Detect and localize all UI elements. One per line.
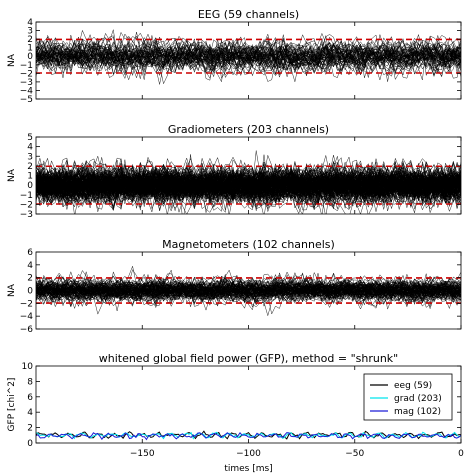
- y-tick-label: 4: [27, 408, 33, 418]
- y-tick-label: 2: [27, 35, 33, 45]
- channel-trace: [36, 34, 461, 76]
- panel-3: whitened global field power (GFP), metho…: [7, 352, 464, 474]
- x-tick-label: −150: [130, 449, 155, 459]
- x-axis-label: times [ms]: [224, 464, 272, 474]
- channel-trace: [36, 166, 461, 211]
- plot-area: [36, 265, 461, 317]
- plot-area: [36, 150, 461, 214]
- channel-trace: [36, 275, 461, 302]
- y-tick-label: 4: [27, 143, 33, 153]
- x-tick-label: −100: [236, 449, 261, 459]
- y-tick-label: 8: [27, 377, 33, 387]
- gfp-series-line: [36, 430, 461, 440]
- channel-trace: [36, 168, 461, 210]
- channel-trace: [36, 41, 461, 66]
- channel-trace: [36, 157, 461, 208]
- panel-title: EEG (59 channels): [198, 8, 299, 21]
- y-tick-label: 4: [27, 18, 33, 28]
- panel-title: whitened global field power (GFP), metho…: [99, 352, 399, 365]
- y-tick-label: 6: [27, 393, 33, 403]
- channel-trace: [36, 44, 461, 72]
- y-tick-label: 10: [22, 362, 34, 372]
- y-tick-label: −1: [20, 191, 33, 201]
- panel-title: Gradiometers (203 channels): [168, 123, 329, 136]
- legend-label: grad (203): [394, 394, 442, 404]
- gfp-series-line: [36, 431, 461, 441]
- channel-trace: [36, 162, 461, 210]
- y-tick-label: 1: [27, 44, 33, 54]
- legend-box: [363, 373, 453, 421]
- y-tick-label: −2: [20, 299, 33, 309]
- channel-trace: [36, 41, 461, 74]
- channel-trace: [36, 276, 461, 307]
- channel-trace: [36, 171, 461, 203]
- y-tick-label: 2: [27, 274, 33, 284]
- y-tick-label: 3: [27, 152, 33, 162]
- x-tick-label: 0: [458, 449, 464, 459]
- channel-trace: [36, 273, 461, 307]
- y-tick-label: 5: [27, 133, 33, 143]
- legend-label: eeg (59): [394, 381, 432, 391]
- y-tick-label: −6: [20, 325, 34, 335]
- channel-trace: [36, 32, 461, 78]
- y-tick-label: 0: [27, 287, 33, 297]
- y-tick-label: 0: [27, 439, 33, 449]
- y-tick-label: −5: [20, 95, 33, 105]
- plot-area: [36, 29, 461, 85]
- channel-trace: [36, 33, 461, 70]
- y-tick-label: 4: [27, 261, 33, 271]
- y-tick-label: −2: [20, 200, 33, 210]
- channel-trace: [36, 282, 461, 299]
- y-tick-label: 1: [27, 172, 33, 182]
- y-tick-label: −4: [20, 312, 34, 322]
- y-axis-label: NA: [7, 53, 17, 67]
- y-tick-label: 2: [27, 162, 33, 172]
- panel-2: Magnetometers (102 channels) −6 −4 −2 0 2 4 6 NA: [7, 238, 462, 335]
- y-tick-label: 0: [27, 52, 33, 62]
- y-tick-label: 3: [27, 27, 33, 37]
- channel-trace: [36, 31, 461, 80]
- y-axis-label: NA: [7, 283, 17, 297]
- y-tick-label: 6: [27, 248, 33, 258]
- channel-trace: [36, 275, 461, 307]
- legend: eeg (59) grad (203) mag (102): [363, 373, 453, 421]
- channel-trace: [36, 279, 461, 300]
- y-tick-label: −1: [20, 61, 33, 71]
- y-tick-label: −4: [20, 86, 34, 96]
- y-tick-label: −3: [20, 78, 33, 88]
- legend-label: mag (102): [394, 407, 441, 417]
- y-axis-label: NA: [7, 168, 17, 182]
- channel-trace: [36, 166, 461, 202]
- channel-trace: [36, 275, 461, 303]
- channel-trace: [36, 36, 461, 72]
- panel-title: Magnetometers (102 channels): [162, 238, 335, 251]
- channel-trace: [36, 273, 461, 310]
- y-tick-label: −2: [20, 69, 33, 79]
- y-tick-label: 0: [27, 181, 33, 191]
- channel-trace: [36, 42, 461, 71]
- y-tick-label: 2: [27, 424, 33, 434]
- plot-area: [36, 430, 461, 441]
- y-tick-label: −3: [20, 210, 33, 220]
- y-axis-label: GFP [chi^2]: [7, 378, 17, 432]
- x-tick-label: −50: [345, 449, 364, 459]
- channel-trace: [36, 171, 461, 201]
